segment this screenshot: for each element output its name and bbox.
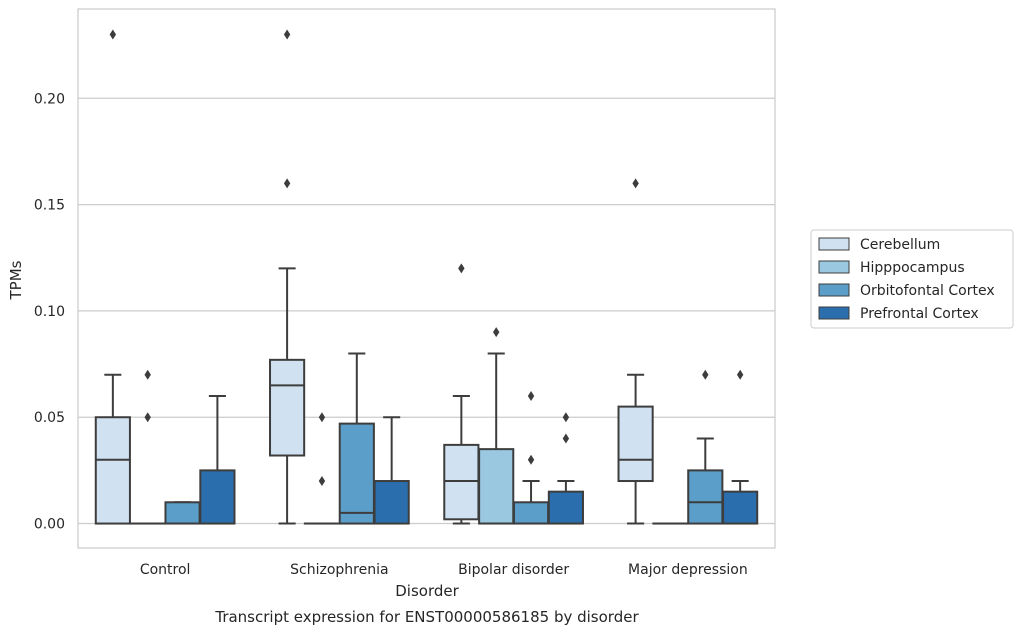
box-body	[199, 469, 236, 525]
legend-swatch	[818, 283, 850, 297]
legend: Cerebellum Hipppocampus Orbitofontal Corte…	[810, 229, 1014, 329]
legend-swatch	[818, 260, 850, 274]
series-orbitofontal-cortex	[164, 352, 724, 525]
legend-label: Prefrontal Cortex	[860, 306, 979, 322]
x-tick-label: Bipolar disorder	[458, 562, 569, 578]
outlier-point	[458, 263, 465, 274]
outlier-point	[527, 454, 535, 465]
outlier-point	[283, 178, 291, 189]
y-tick-labels: 0.00 0.05 0.10 0.15 0.20	[34, 91, 65, 532]
box-body	[687, 469, 724, 525]
y-tick-label: 0.15	[34, 198, 65, 214]
plot-frame	[77, 8, 776, 549]
y-tick-label: 0.00	[34, 517, 65, 533]
box	[164, 501, 201, 525]
y-axis-label: TPMs	[7, 260, 25, 300]
box-body	[478, 448, 515, 525]
outlier-point	[736, 369, 744, 380]
box-body	[269, 358, 306, 457]
box	[722, 369, 759, 525]
box	[303, 412, 341, 525]
x-tick-labels: Control Schizophrenia Bipolar disorder Majo…	[140, 562, 748, 578]
outlier-point	[632, 178, 639, 189]
outlier-point	[144, 369, 151, 380]
box-body	[443, 443, 480, 521]
box-body	[722, 490, 759, 525]
box	[478, 327, 515, 525]
y-tick-label: 0.05	[34, 410, 65, 426]
outlier-point	[283, 29, 291, 40]
series-cerebellum	[94, 29, 654, 525]
box	[687, 369, 724, 525]
outlier-point	[109, 29, 117, 40]
box-body	[547, 490, 584, 525]
box	[94, 29, 131, 525]
outlier-point	[562, 433, 570, 444]
legend-label: Hipppocampus	[860, 260, 965, 276]
legend-swatch	[818, 237, 850, 251]
box	[338, 352, 375, 525]
box-body	[94, 416, 131, 525]
box	[443, 263, 480, 525]
outlier-point	[562, 412, 570, 423]
outlier-point	[318, 476, 326, 487]
box	[547, 412, 584, 525]
x-tick-label: Control	[140, 562, 191, 578]
outlier-point	[527, 390, 535, 401]
x-tick-label: Major depression	[628, 562, 748, 578]
legend-swatch	[818, 306, 850, 320]
box-groups	[94, 29, 759, 525]
box-body	[164, 501, 201, 525]
x-tick-label: Schizophrenia	[290, 562, 388, 578]
y-tick-label: 0.20	[34, 91, 65, 107]
box-body	[617, 405, 654, 483]
box	[269, 29, 306, 525]
outlier-point	[702, 369, 709, 380]
box	[373, 416, 410, 525]
outlier-point	[318, 412, 326, 423]
series-prefrontal-cortex	[199, 369, 759, 525]
outlier-point	[493, 327, 500, 338]
box	[199, 394, 236, 525]
legend-box	[810, 229, 1014, 329]
box-body	[512, 501, 550, 525]
legend-label: Orbitofontal Cortex	[860, 283, 995, 299]
series-hipppocampus	[129, 327, 689, 525]
legend-label: Cerebellum	[860, 237, 940, 253]
x-axis-label: Disorder	[395, 582, 459, 600]
box	[617, 178, 654, 525]
box-body	[338, 422, 375, 525]
chart-caption: Transcript expression for ENST0000058618…	[214, 608, 639, 626]
y-tick-label: 0.10	[34, 304, 65, 320]
outlier-point	[144, 412, 151, 423]
box-body	[373, 480, 410, 525]
